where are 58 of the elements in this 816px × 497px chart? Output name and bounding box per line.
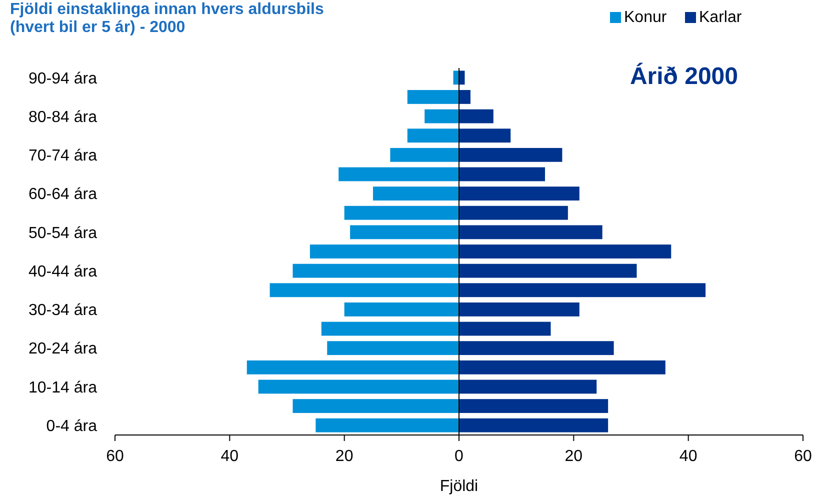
bar: [344, 302, 459, 316]
x-tick-label: 60: [794, 448, 812, 465]
bar: [292, 264, 459, 278]
bar: [292, 399, 459, 413]
bar: [321, 322, 459, 336]
x-tick-label: 60: [106, 448, 124, 465]
bar: [459, 341, 614, 356]
y-tick-label: 10-14 ára: [28, 379, 98, 396]
bar: [459, 90, 470, 104]
y-tick-label: 40-44 ára: [28, 263, 98, 280]
bar: [459, 244, 672, 258]
bar: [459, 186, 580, 201]
y-tick-label: 70-74 ára: [28, 148, 98, 165]
bar: [373, 186, 459, 201]
y-tick-label: 90-94 ára: [28, 70, 98, 88]
bar: [390, 148, 459, 162]
bar: [350, 225, 459, 240]
chart-title: Fjöldi einstaklinga innan hvers aldursbils (hvert bil er 5 ár) - 2000: [10, 1, 324, 36]
bar: [459, 399, 608, 413]
legend-label: Konur: [624, 9, 668, 26]
bar: [459, 264, 637, 278]
bar: [459, 167, 545, 182]
x-tick-label: 0: [454, 448, 464, 465]
bar: [459, 109, 494, 124]
y-tick-label: 60-64 ára: [28, 186, 98, 204]
bar: [459, 148, 562, 162]
bar: [327, 341, 459, 356]
bar: [459, 225, 602, 240]
y-tick-label: 0-4 ára: [46, 418, 98, 435]
bar: [459, 128, 511, 143]
x-tick-label: 20: [564, 448, 583, 465]
x-tick-label: 40: [679, 448, 698, 465]
y-tick-label: 20-24 ára: [28, 340, 98, 358]
y-tick-label: 50-54 ára: [28, 224, 98, 242]
x-tick-label: 40: [220, 448, 239, 465]
bar: [459, 283, 706, 298]
bar: [459, 380, 597, 394]
bar: [459, 360, 666, 374]
bar: [338, 167, 459, 182]
bar: [246, 360, 459, 374]
x-tick-label: 20: [335, 448, 354, 465]
bar: [407, 90, 459, 104]
bar: [270, 283, 459, 298]
bar: [258, 380, 459, 394]
legend-label: Karlar: [699, 9, 742, 26]
bar: [310, 244, 459, 258]
bar: [459, 206, 568, 220]
bar: [407, 128, 459, 143]
x-axis-title: Fjöldi: [440, 478, 478, 495]
bar: [459, 302, 580, 316]
bar: [459, 322, 551, 336]
bar: [316, 418, 459, 432]
bar: [424, 109, 459, 124]
y-tick-label: 30-34 ára: [28, 302, 98, 320]
bar: [344, 206, 459, 220]
y-tick-label: 80-84 ára: [28, 108, 98, 126]
annotation: Árið 2000: [630, 62, 738, 90]
bar: [459, 418, 608, 432]
